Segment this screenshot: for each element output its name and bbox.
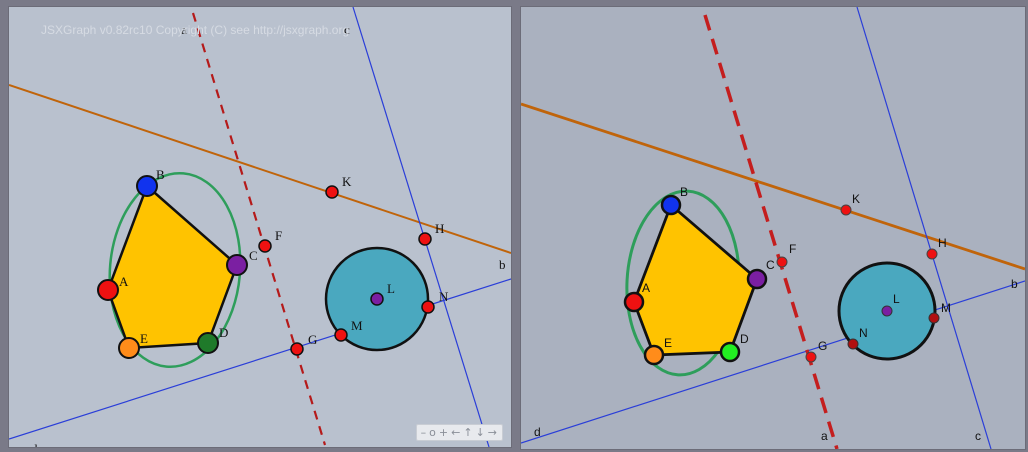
point-B[interactable] bbox=[660, 194, 682, 216]
label-H: H bbox=[938, 236, 947, 250]
label-B: B bbox=[680, 185, 688, 199]
label-M: M bbox=[351, 318, 363, 333]
point-A[interactable] bbox=[97, 279, 119, 301]
point-K[interactable] bbox=[840, 204, 852, 216]
right-board[interactable]: A B C D E F G H K L M N a b c d bbox=[520, 6, 1026, 450]
label-D: D bbox=[740, 332, 749, 346]
point-H[interactable] bbox=[418, 232, 432, 246]
label-L: L bbox=[387, 281, 395, 296]
label-E: E bbox=[664, 336, 672, 350]
point-L[interactable] bbox=[881, 305, 893, 317]
label-K: K bbox=[852, 192, 860, 206]
zoom-in-button[interactable]: + bbox=[438, 426, 450, 439]
point-H[interactable] bbox=[926, 248, 938, 260]
label-d: d bbox=[534, 425, 541, 439]
line-a-dashed[interactable] bbox=[191, 12, 327, 446]
label-D: D bbox=[219, 325, 228, 340]
pentagon-ABCDE[interactable] bbox=[632, 202, 759, 357]
label-F: F bbox=[789, 242, 796, 256]
point-F[interactable] bbox=[258, 239, 272, 253]
pan-up-button[interactable]: ↑ bbox=[463, 426, 474, 439]
point-N[interactable] bbox=[421, 300, 435, 314]
point-G[interactable] bbox=[290, 342, 304, 356]
ellipse[interactable] bbox=[102, 168, 248, 373]
label-b: b bbox=[1011, 277, 1018, 291]
label-N: N bbox=[859, 326, 868, 340]
line-c[interactable] bbox=[352, 7, 490, 447]
point-E[interactable] bbox=[643, 344, 665, 366]
point-G[interactable] bbox=[805, 351, 817, 363]
label-F: F bbox=[275, 228, 282, 243]
right-board-canvas[interactable]: A B C D E F G H K L M N a b c d bbox=[521, 7, 1025, 449]
label-a: a bbox=[181, 22, 187, 37]
label-B: B bbox=[156, 167, 165, 182]
line-d[interactable] bbox=[9, 278, 511, 440]
line-b[interactable] bbox=[521, 102, 1025, 271]
point-E[interactable] bbox=[118, 337, 140, 359]
label-c: c bbox=[344, 22, 350, 37]
point-M[interactable] bbox=[928, 312, 940, 324]
point-L[interactable] bbox=[370, 292, 384, 306]
left-board-canvas[interactable]: A B C D E F G H K L M N a b c d bbox=[9, 7, 511, 447]
navigation-bar: – o + ← ↑ ↓ → bbox=[415, 424, 503, 441]
zoom-reset-button[interactable]: o bbox=[429, 426, 437, 439]
point-F[interactable] bbox=[776, 256, 788, 268]
label-A: A bbox=[119, 274, 129, 289]
line-a-dashed[interactable] bbox=[703, 14, 839, 449]
label-E: E bbox=[140, 331, 148, 346]
line-d[interactable] bbox=[521, 280, 1025, 444]
label-M: M bbox=[941, 301, 951, 315]
label-A: A bbox=[642, 281, 650, 295]
label-G: G bbox=[308, 332, 317, 347]
pan-right-button[interactable]: → bbox=[487, 426, 498, 439]
label-d: d bbox=[31, 441, 38, 447]
label-C: C bbox=[249, 248, 258, 263]
line-b[interactable] bbox=[9, 84, 511, 254]
point-D[interactable] bbox=[197, 332, 219, 354]
pan-left-button[interactable]: ← bbox=[451, 426, 462, 439]
point-M[interactable] bbox=[334, 328, 348, 342]
point-C[interactable] bbox=[746, 268, 768, 290]
left-board[interactable]: A B C D E F G H K L M N a b c d JSXGraph… bbox=[8, 6, 512, 448]
zoom-out-button[interactable]: – bbox=[420, 426, 428, 439]
point-K[interactable] bbox=[325, 185, 339, 199]
point-A[interactable] bbox=[623, 291, 645, 313]
point-B[interactable] bbox=[136, 175, 158, 197]
point-N[interactable] bbox=[847, 338, 859, 350]
pan-down-button[interactable]: ↓ bbox=[475, 426, 486, 439]
label-b: b bbox=[499, 257, 506, 272]
label-c: c bbox=[975, 429, 981, 443]
label-C: C bbox=[766, 258, 775, 272]
pentagon-ABCDE[interactable] bbox=[106, 183, 239, 350]
label-H: H bbox=[435, 221, 444, 236]
point-D[interactable] bbox=[719, 341, 741, 363]
label-N: N bbox=[439, 289, 449, 304]
copyright-text: JSXGraph v0.82rc10 Copyright (C) see htt… bbox=[41, 23, 350, 37]
point-C[interactable] bbox=[226, 254, 248, 276]
line-c[interactable] bbox=[856, 7, 992, 449]
label-G: G bbox=[818, 339, 827, 353]
label-L: L bbox=[893, 292, 900, 306]
label-a: a bbox=[821, 429, 828, 443]
label-K: K bbox=[342, 174, 352, 189]
